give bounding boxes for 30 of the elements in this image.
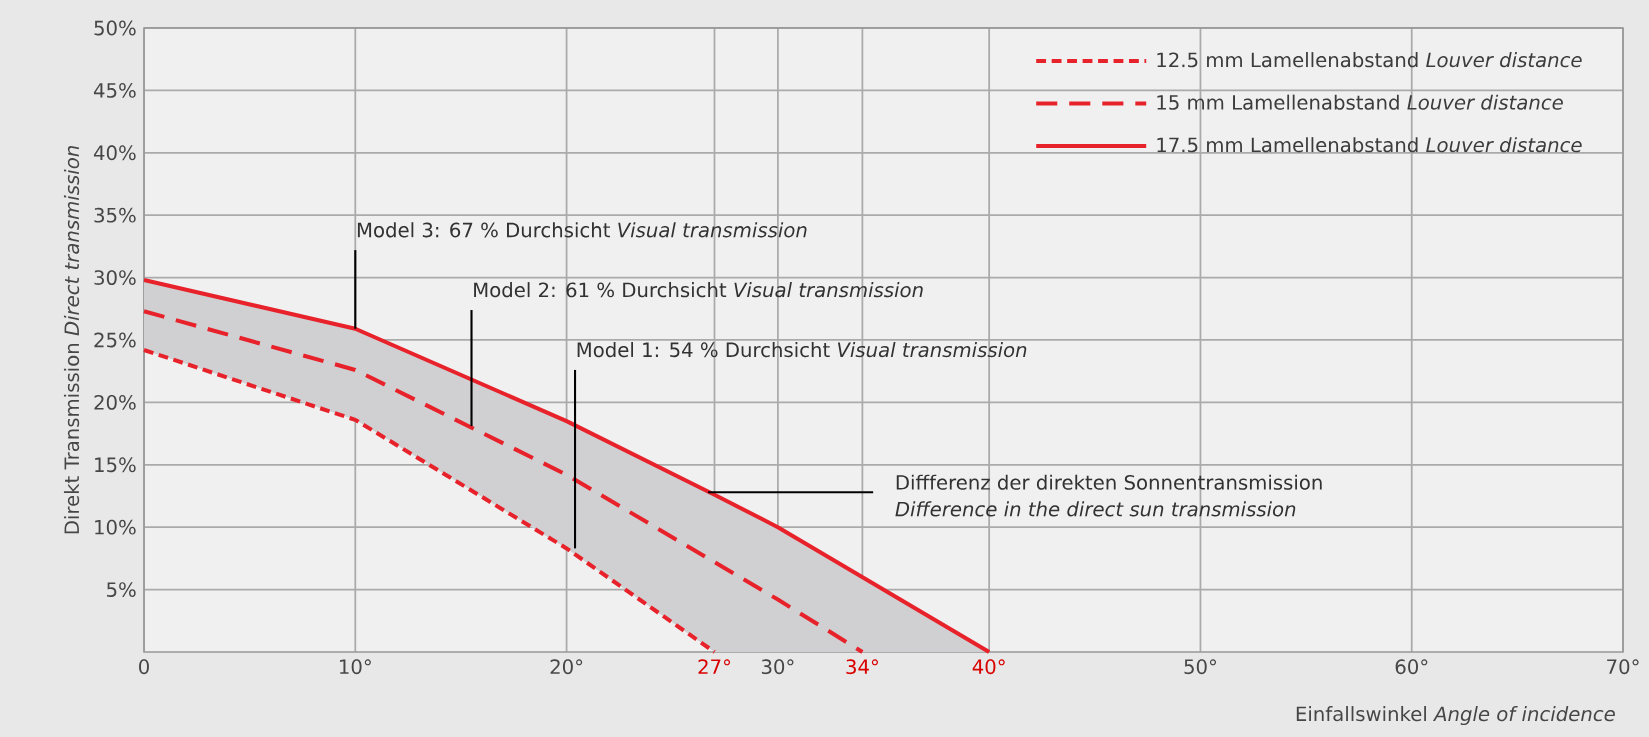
y-tick-label: 45%: [93, 82, 136, 98]
x-tick-label: 0: [139, 659, 149, 675]
text: 15 mm Lamellenabstand Louver distance: [1157, 94, 1563, 110]
text: 17.5 mm Lamellenabstand Louver distance: [1157, 137, 1582, 153]
annotation: Difference in the direct sun transmission: [895, 501, 1296, 517]
y-tick-label: 40%: [93, 145, 136, 161]
x-tick-label: 70°: [1607, 659, 1639, 675]
y-tick-label: 10%: [95, 519, 136, 535]
x-tick-label: 10°: [340, 659, 371, 675]
annotation: Model 2: 61 % Durchsicht Visual transmission: [474, 282, 923, 298]
annotation: Diffferenz der direkten Sonnentransmission: [896, 474, 1322, 490]
x-tick-label: 50°: [1184, 659, 1217, 675]
x-tick-label: 30°: [761, 659, 794, 675]
y-tick-label: 35%: [94, 207, 136, 223]
y-tick-label: 20%: [94, 394, 136, 410]
x-tick-label: 34°: [846, 659, 878, 675]
y-tick-label: 25%: [94, 332, 136, 348]
x-tick-label: 27°: [698, 659, 731, 674]
y-tick-label: 15%: [95, 457, 136, 473]
y-axis-title: Direkt Transmission Direct transmission: [63, 146, 80, 534]
x-tick-label: 40°: [972, 659, 1005, 675]
y-tick-label: 5%: [107, 582, 136, 598]
annotation: Model 1: 54 % Durchsicht Visual transmission: [577, 342, 1027, 358]
y-tick-label: 50%: [94, 20, 136, 36]
x-axis-title: Einfallswinkel Angle of incidence: [1296, 706, 1615, 726]
x-tick-label: 20°: [550, 659, 583, 675]
y-tick-label: 30%: [94, 270, 136, 286]
x-tick-label: 60°: [1395, 659, 1428, 675]
annotation: Model 3: 67 % Durchsicht Visual transmission: [357, 222, 807, 238]
text: 12.5 mm Lamellenabstand Louver distance: [1157, 52, 1582, 68]
